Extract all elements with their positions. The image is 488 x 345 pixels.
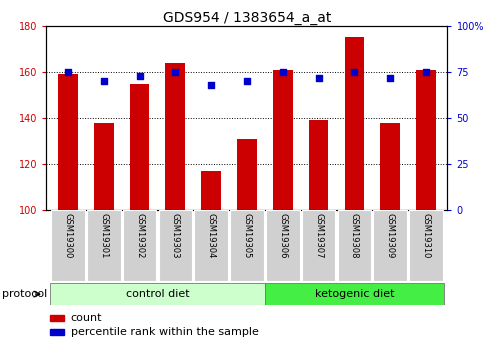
Bar: [380, 123, 399, 210]
Bar: [337, 210, 370, 281]
Text: GSM19308: GSM19308: [349, 213, 358, 258]
Text: GSM19303: GSM19303: [170, 213, 180, 258]
Bar: [165, 63, 185, 210]
Bar: [372, 210, 406, 281]
Text: percentile rank within the sample: percentile rank within the sample: [70, 327, 258, 336]
Point: [350, 69, 358, 75]
Bar: [237, 139, 256, 210]
Point: [207, 82, 215, 88]
Bar: [50, 283, 264, 305]
Bar: [301, 210, 335, 281]
Point: [421, 69, 429, 75]
Bar: [264, 283, 443, 305]
Bar: [272, 70, 292, 210]
Bar: [87, 210, 121, 281]
Title: GDS954 / 1383654_a_at: GDS954 / 1383654_a_at: [163, 11, 330, 25]
Point: [135, 73, 143, 78]
Bar: [408, 210, 442, 281]
Bar: [122, 210, 156, 281]
Text: ketogenic diet: ketogenic diet: [314, 289, 393, 299]
Bar: [194, 210, 227, 281]
Bar: [344, 37, 364, 210]
Text: GSM19302: GSM19302: [135, 213, 144, 258]
Bar: [158, 210, 192, 281]
Text: GSM19300: GSM19300: [63, 213, 72, 258]
Bar: [50, 328, 64, 335]
Bar: [415, 70, 435, 210]
Text: control diet: control diet: [125, 289, 189, 299]
Point: [171, 69, 179, 75]
Point: [64, 69, 72, 75]
Text: GSM19307: GSM19307: [313, 213, 323, 258]
Bar: [201, 171, 221, 210]
Text: GSM19301: GSM19301: [99, 213, 108, 258]
Bar: [58, 74, 78, 210]
Bar: [230, 210, 263, 281]
Text: protocol: protocol: [2, 289, 48, 299]
Point: [314, 75, 322, 80]
Bar: [94, 123, 113, 210]
Point: [386, 75, 393, 80]
Text: GSM19305: GSM19305: [242, 213, 251, 258]
Text: GSM19309: GSM19309: [385, 213, 394, 258]
Point: [243, 79, 250, 84]
Text: count: count: [70, 313, 102, 323]
Bar: [51, 210, 84, 281]
Bar: [50, 315, 64, 321]
Text: GSM19310: GSM19310: [421, 213, 429, 258]
Text: GSM19306: GSM19306: [278, 213, 286, 258]
Text: GSM19304: GSM19304: [206, 213, 215, 258]
Bar: [265, 210, 299, 281]
Bar: [308, 120, 328, 210]
Bar: [129, 83, 149, 210]
Point: [100, 79, 107, 84]
Point: [278, 69, 286, 75]
